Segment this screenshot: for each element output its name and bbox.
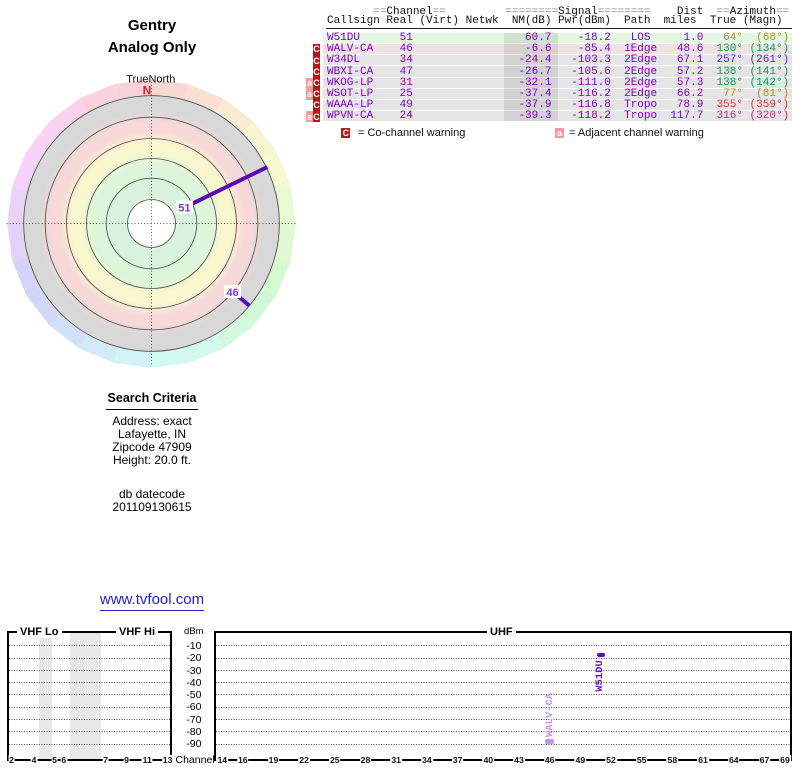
svg-text:46: 46 bbox=[226, 287, 238, 299]
svg-text:51: 51 bbox=[178, 203, 190, 215]
svg-text:TrueNorth: TrueNorth bbox=[126, 73, 175, 85]
svg-text:N: N bbox=[143, 84, 152, 98]
